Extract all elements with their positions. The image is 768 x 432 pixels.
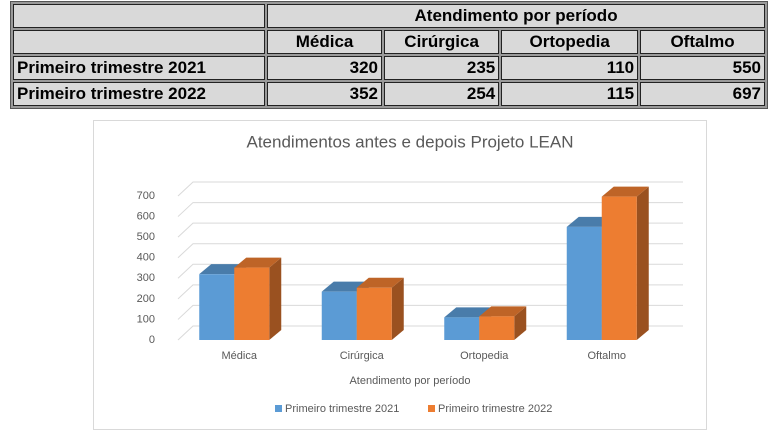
- value-cell: 110: [501, 56, 639, 80]
- x-tick-label: Ortopedia: [460, 350, 509, 362]
- table-header: Atendimento por período: [267, 4, 765, 28]
- empty-cell: [13, 30, 266, 54]
- table-row: Primeiro trimestre 2022 352 254 115 697: [13, 82, 765, 106]
- legend-label: Primeiro trimestre 2022: [438, 403, 552, 415]
- legend-swatch: [275, 405, 282, 412]
- bar-top: [356, 277, 404, 288]
- y-tick-label: 0: [149, 334, 155, 346]
- bar-side: [514, 306, 527, 340]
- value-cell: 320: [267, 56, 382, 80]
- y-tick-label: 400: [137, 252, 155, 264]
- data-table: Atendimento por período Médica Cirúrgica O…: [10, 1, 768, 109]
- legend-swatch: [428, 405, 435, 412]
- grid-line: [177, 202, 683, 217]
- y-tick-label: 100: [137, 313, 155, 325]
- bar-top: [601, 186, 649, 197]
- y-tick-label: 300: [137, 272, 155, 284]
- chart-frame: [93, 120, 707, 430]
- bar-top: [479, 306, 527, 317]
- bar-side: [391, 277, 404, 340]
- bar: [601, 196, 637, 340]
- table-row: Primeiro trimestre 2021 320 235 110 550: [13, 56, 765, 80]
- column-header: Ortopedia: [501, 30, 639, 54]
- chart-title: Atendimentos antes e depois Projeto LEAN: [247, 132, 574, 151]
- bar: [566, 226, 602, 340]
- column-header: Cirúrgica: [384, 30, 500, 54]
- y-tick-label: 700: [137, 190, 155, 202]
- value-cell: 352: [267, 82, 382, 106]
- grid-line: [177, 304, 683, 320]
- row-label: Primeiro trimestre 2022: [13, 82, 266, 106]
- empty-cell: [13, 4, 266, 28]
- x-tick-label: Oftalmo: [587, 350, 626, 362]
- column-row: Médica Cirúrgica Ortopedia Oftalmo: [13, 30, 765, 54]
- x-tick-label: Médica: [222, 350, 258, 362]
- column-header: Oftalmo: [640, 30, 765, 54]
- value-cell: 235: [384, 56, 500, 80]
- bar: [356, 287, 392, 340]
- y-tick-label: 500: [137, 231, 155, 243]
- grid-line: [177, 181, 683, 197]
- grid-line: [177, 263, 683, 279]
- column-header: Médica: [267, 30, 382, 54]
- value-cell: 697: [640, 82, 765, 106]
- legend-label: Primeiro trimestre 2021: [285, 403, 399, 415]
- value-cell: 115: [501, 82, 639, 106]
- grid-line: [177, 222, 683, 238]
- bar: [444, 317, 480, 340]
- x-axis-label: Atendimento por período: [349, 375, 470, 387]
- value-cell: 550: [640, 56, 765, 80]
- bar-side: [636, 186, 649, 340]
- bar: [234, 267, 270, 340]
- table-header-row: Atendimento por período: [13, 4, 765, 28]
- bar-side: [269, 257, 282, 340]
- bar: [321, 291, 357, 340]
- y-tick-label: 600: [137, 210, 155, 222]
- row-label: Primeiro trimestre 2021: [13, 56, 266, 80]
- grid-line: [177, 284, 683, 300]
- bar: [199, 274, 235, 340]
- y-tick-label: 200: [137, 293, 155, 305]
- bar-top: [234, 257, 282, 268]
- x-tick-label: Cirúrgica: [340, 350, 385, 362]
- grid-line: [177, 243, 683, 259]
- value-cell: 254: [384, 82, 500, 106]
- bar-top: [444, 307, 492, 318]
- bar: [479, 316, 515, 340]
